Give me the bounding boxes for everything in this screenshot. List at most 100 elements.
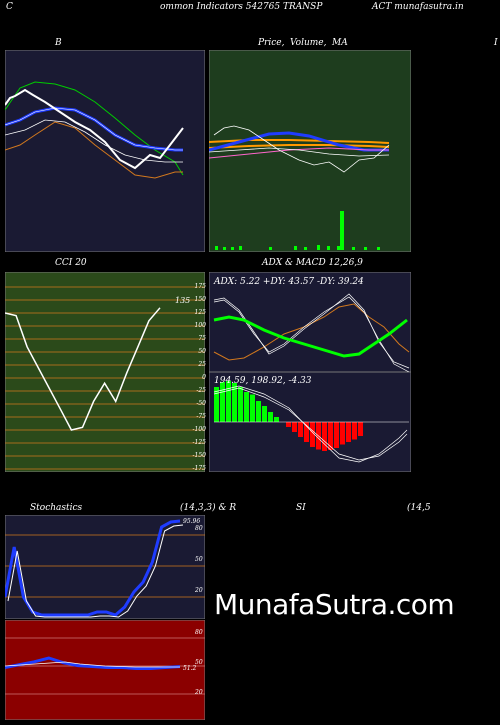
macd-readout: 194.59, 198.92, -4.33 [214,376,312,386]
volume-bar [304,247,307,250]
macd-hist-bar [322,422,327,451]
macd-histogram [214,381,409,451]
volume-bar [327,246,330,250]
cci-tick: 50 [198,348,206,355]
cci-tick: 75 [198,335,206,342]
price-ma-white [209,147,390,157]
volume-bar [269,247,272,250]
rsi-value-label: 51.2 [183,665,197,672]
rsi-line [5,656,181,670]
bb-lower-band [5,121,183,179]
rsi-signal-line [5,661,180,668]
cci-title: CCI 20 [55,258,87,268]
header-title-right: ACT munafasutra.in [372,2,464,12]
cci-tick: 0 [202,374,206,381]
stoch-title-si: SI [296,503,306,513]
macd-hist-bar [292,422,297,432]
adx-chart: ADX: 5.22 +DY: 43.57 -DY: 39.24 [209,272,411,372]
price-chart [209,50,411,252]
cci-tick: 25 [198,361,206,368]
macd-hist-bar [268,412,273,422]
macd-hist-bar [226,381,231,422]
bb-ma-line [5,119,183,163]
adx-readout: ADX: 5.22 +DY: 43.57 -DY: 39.24 [213,277,364,287]
header-c-label: C [6,2,13,12]
macd-chart: 194.59, 198.92, -4.33 [209,372,411,472]
cci-gridlines [5,286,205,470]
cci-tick: 100 [194,322,206,329]
volume-bar [223,247,226,250]
price-title-b: Volume, [290,38,327,48]
macd-hist-bar [304,422,309,442]
cci-tick: 125 [194,309,206,316]
stoch-fast-line [7,524,184,618]
rsi-tick-50: 50 [195,659,203,666]
macd-hist-bar [214,387,219,422]
macd-hist-bar [250,394,255,422]
adx-plus-di [213,303,410,361]
rsi-tick-20: 20 [194,689,203,696]
price-title-c: MA [332,38,348,48]
volume-bar [215,246,218,250]
macd-hist-bar [238,387,243,422]
volume-bar [239,246,242,250]
cci-tick: -100 [192,426,206,433]
price-ma-orange-2 [209,144,390,149]
volume-bar [340,211,344,250]
cci-tick: -75 [196,413,206,420]
volume-bar [337,246,340,250]
right-edge-label: I [494,38,498,48]
macd-hist-bar [340,422,345,445]
cci-tick: -175 [192,465,206,472]
volume-bar [294,246,297,250]
cci-tick: -125 [192,439,206,446]
macd-hist-bar [220,382,225,422]
macd-hist-bar [310,422,315,447]
bb-upper-band [5,81,184,176]
adx-main [213,315,408,358]
cci-tick: 150 [194,296,206,303]
volume-bar [352,247,355,250]
cci-line [5,307,161,431]
header-title-left: ommon Indicators 542765 TRANSP [160,2,323,12]
bb-title: B [55,38,62,48]
macd-hist-bar [352,422,357,440]
macd-hist-bar [262,406,267,422]
stoch-tick-50: 50 [195,556,203,563]
macd-hist-bar [274,417,279,422]
stoch-chart: 80 50 20 95.96 [5,515,205,619]
macd-hist-bar [328,422,333,450]
macd-signal [213,387,408,461]
volume-bar [364,247,367,250]
macd-hist-bar [256,401,261,422]
cci-tick: -25 [196,387,206,394]
watermark: MunafaSutra.com [214,588,455,621]
cci-value-label: 135 [175,296,190,305]
cci-tick: 175 [194,283,206,290]
price-ma-pink [209,147,389,159]
macd-line [213,385,408,463]
bb-price-line [5,88,184,170]
volume-bar [317,245,320,250]
macd-hist-bar [334,422,339,448]
macd-hist-bar [286,422,291,427]
stoch-tick-80: 80 [195,525,203,532]
stoch-title-right: (14,5 [407,503,431,513]
volume-bar [377,247,380,250]
macd-hist-bar [358,422,363,436]
cci-tick: -150 [192,452,206,459]
macd-hist-bar [232,383,237,422]
adx-title: ADX & MACD 12,26,9 [262,258,363,268]
stoch-slow-line [5,519,181,617]
volume-bars [215,211,380,250]
macd-hist-bar [244,392,249,422]
stoch-value-label: 95.96 [183,518,200,525]
macd-hist-bar [346,422,351,442]
stoch-tick-20: 20 [194,587,203,594]
price-title-a: Price, [258,38,285,48]
stoch-title-left: Stochastics [30,503,83,513]
rsi-tick-80: 80 [195,629,203,636]
bb-mid-band-inner [5,107,183,151]
volume-bar [231,247,234,250]
macd-hist-bar [298,422,303,437]
